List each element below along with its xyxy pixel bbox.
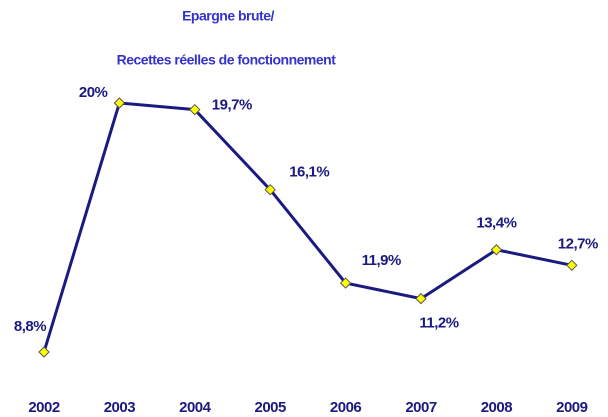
data-marker	[339, 277, 352, 289]
chart-subtitle: Recettes réelles de fonctionnement	[117, 52, 337, 68]
data-marker	[189, 103, 201, 116]
x-tick-label: 2003	[104, 399, 136, 416]
x-tick-label: 2002	[28, 399, 60, 416]
data-label: 8,8%	[14, 318, 46, 335]
series-line	[42, 101, 573, 353]
data-marker	[566, 259, 578, 272]
data-marker	[415, 292, 427, 305]
data-marker	[264, 183, 276, 196]
x-tick-label: 2004	[179, 399, 212, 416]
data-marker	[490, 244, 503, 256]
data-marker	[38, 346, 50, 358]
data-label: 12,7%	[558, 235, 598, 252]
data-label: 11,9%	[362, 252, 401, 269]
x-tick-label: 2008	[481, 399, 513, 416]
chart-title: Epargne brute/	[182, 8, 274, 24]
x-tick-label: 2005	[255, 399, 287, 416]
data-marker	[113, 97, 126, 109]
x-tick-label: 2009	[556, 399, 588, 416]
data-label: 11,2%	[419, 315, 458, 332]
data-label: 16,1%	[289, 164, 329, 181]
x-tick-label: 2007	[405, 399, 437, 416]
data-label: 13,4%	[476, 215, 516, 232]
data-label: 20%	[79, 84, 108, 101]
data-label: 19,7%	[212, 97, 252, 114]
x-tick-label: 2006	[330, 399, 362, 416]
